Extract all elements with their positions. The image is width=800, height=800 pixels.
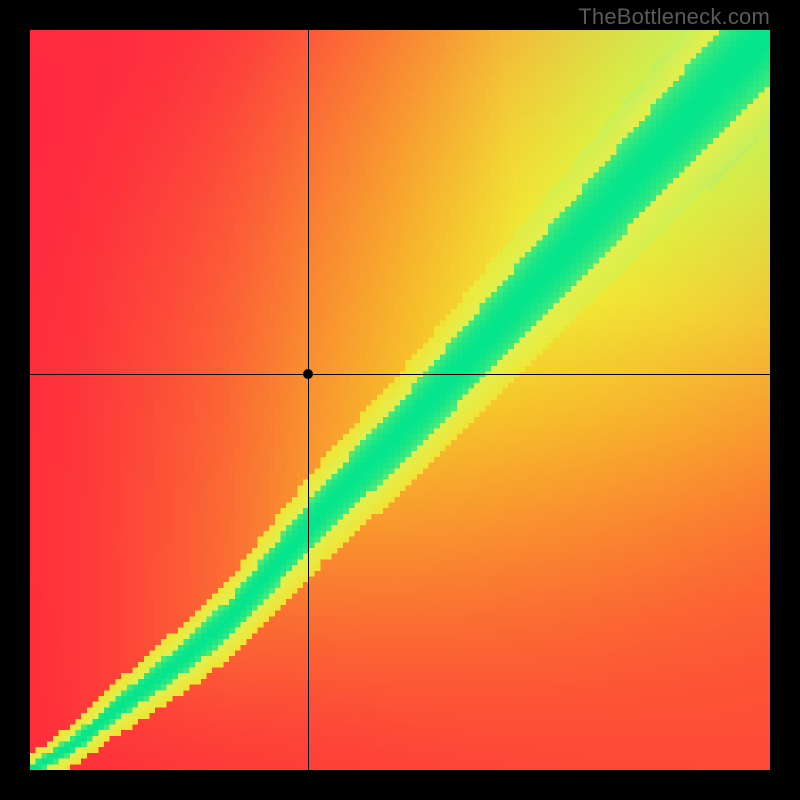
plot-area [30,30,770,770]
heatmap-canvas [30,30,770,770]
watermark-text: TheBottleneck.com [578,4,770,30]
chart-container: TheBottleneck.com [0,0,800,800]
crosshair-marker [303,369,313,379]
crosshair-horizontal [30,374,770,375]
crosshair-vertical [308,30,309,770]
